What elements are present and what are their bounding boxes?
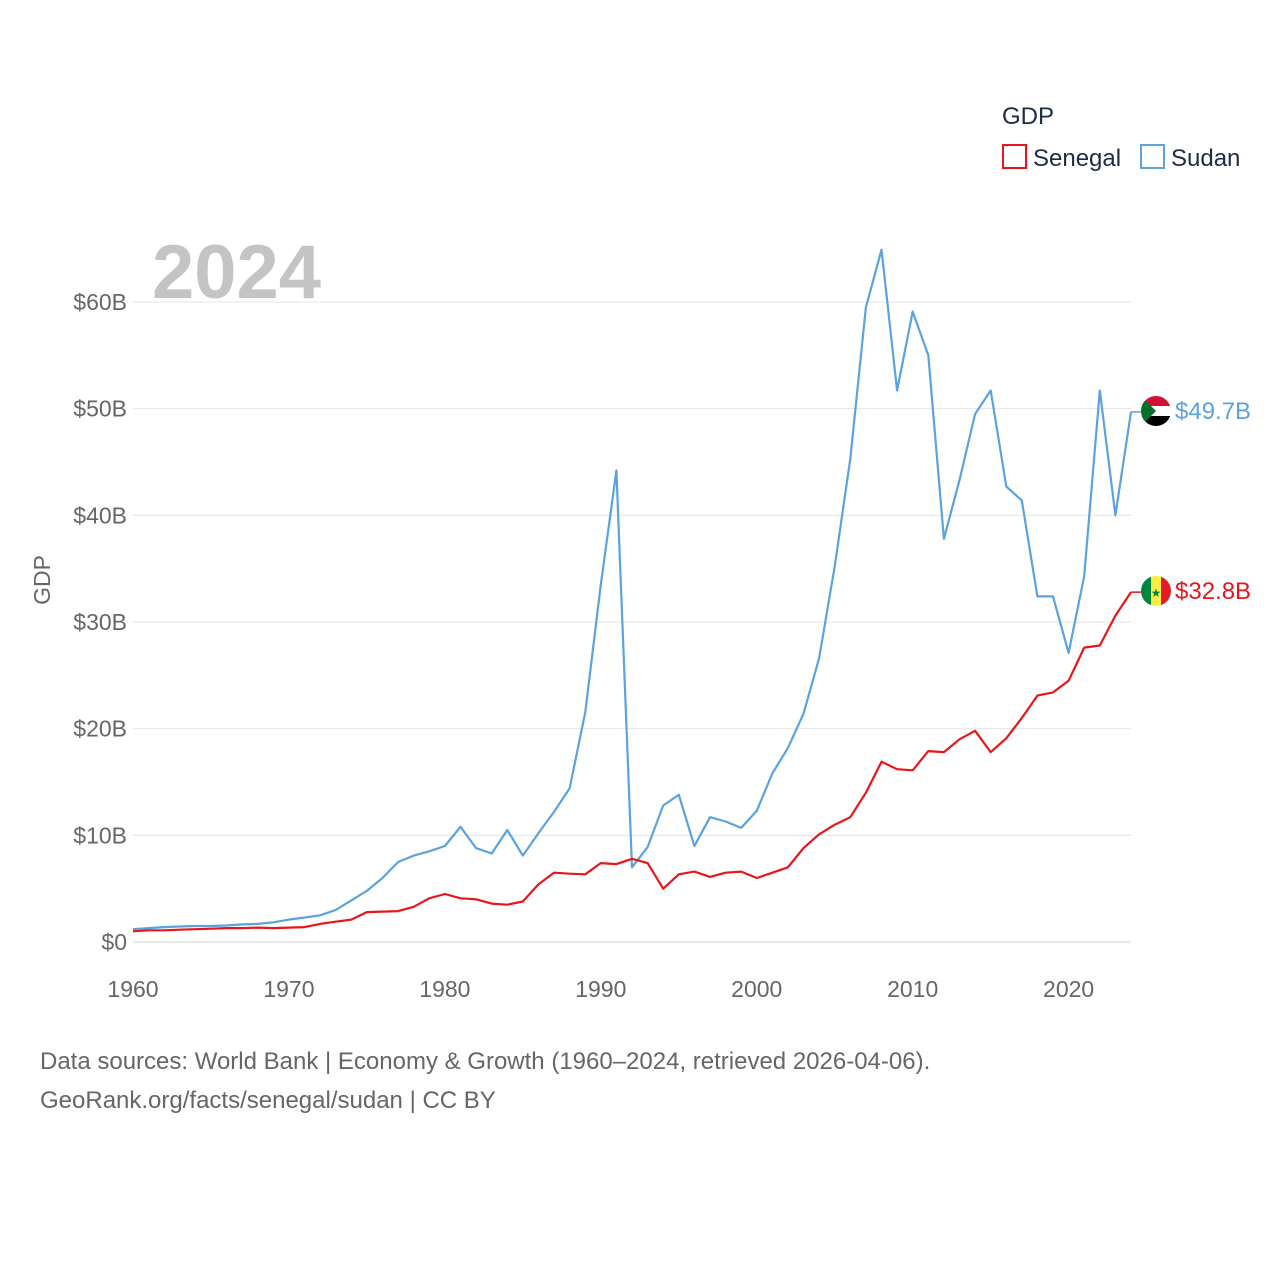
source-line-2[interactable]: GeoRank.org/facts/senegal/sudan | CC BY	[40, 1087, 496, 1114]
y-axis-label: GDP	[29, 555, 55, 605]
y-tick-label: $20B	[73, 716, 127, 742]
legend-title: GDP	[1002, 103, 1054, 130]
x-tick-label: 2010	[887, 976, 938, 1002]
x-tick-label: 1960	[107, 976, 158, 1002]
svg-text:★: ★	[1151, 586, 1162, 600]
source-line-1: Data sources: World Bank | Economy & Gro…	[40, 1048, 931, 1075]
legend-item-senegal[interactable]: Senegal	[1002, 144, 1121, 172]
legend-swatch-senegal	[1002, 144, 1027, 169]
series-line-senegal[interactable]	[132, 591, 1132, 933]
series-line-sudan[interactable]	[132, 248, 1133, 931]
grid-lines	[133, 301, 1131, 943]
senegal-end-label: $32.8B	[1175, 578, 1251, 605]
x-tick-label: 2000	[731, 976, 782, 1002]
sudan-end-label: $49.7B	[1175, 398, 1251, 425]
y-tick-label: $40B	[73, 502, 127, 528]
x-tick-label: 1990	[575, 976, 626, 1002]
legend-label-sudan: Sudan	[1171, 145, 1240, 172]
legend-swatch-sudan	[1140, 144, 1165, 169]
x-axis-ticks: 1960 1970 1980 1990 2000 2010 2020	[107, 976, 1094, 1002]
year-label: 2024	[152, 230, 321, 315]
legend-label-senegal: Senegal	[1033, 145, 1121, 172]
sudan-flag-icon	[1141, 396, 1171, 426]
x-tick-label: 1970	[263, 976, 314, 1002]
x-tick-label: 2020	[1043, 976, 1094, 1002]
y-axis-ticks: $0 $10B $20B $30B $40B $50B $60B	[73, 289, 127, 955]
y-tick-label: $50B	[73, 396, 127, 422]
senegal-flag-icon: ★	[1141, 576, 1171, 606]
gdp-line-chart: 2024 $0 $10B $20B $30B $40B $50B $60B 1960 1970…	[29, 103, 1251, 1002]
y-tick-label: $10B	[73, 822, 127, 848]
source-note: Data sources: World Bank | Economy & Gro…	[40, 1042, 930, 1120]
y-tick-label: $30B	[73, 609, 127, 635]
legend-item-sudan[interactable]: Sudan	[1140, 144, 1240, 172]
series-lines	[132, 248, 1141, 933]
x-tick-label: 1980	[419, 976, 470, 1002]
y-tick-label: $60B	[73, 289, 127, 315]
y-tick-label: $0	[101, 929, 127, 955]
